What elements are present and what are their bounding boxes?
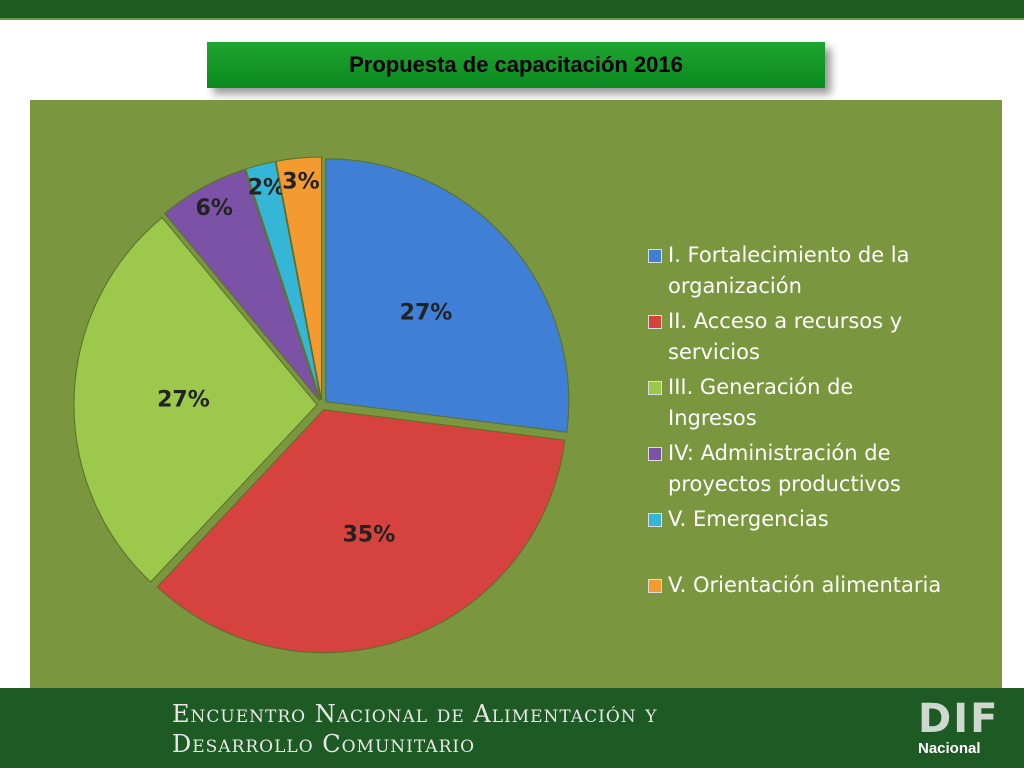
legend-item: V. Orientación alimentaria bbox=[648, 570, 948, 636]
legend-label: I. Fortalecimiento de la organización bbox=[668, 243, 910, 298]
legend-swatch bbox=[648, 447, 662, 461]
footer: Encuentro Nacional de Alimentación y Des… bbox=[0, 688, 1024, 768]
legend-swatch bbox=[648, 381, 662, 395]
footer-line: Desarrollo Comunitario bbox=[172, 730, 476, 758]
legend-item: I. Fortalecimiento de la organización bbox=[648, 240, 948, 306]
pie-slice bbox=[325, 158, 570, 433]
pie-slice bbox=[245, 160, 322, 401]
legend-label: V. Emergencias bbox=[668, 507, 829, 531]
legend-item: V. Emergencias bbox=[648, 504, 948, 570]
pie-slice bbox=[73, 216, 318, 583]
legend: I. Fortalecimiento de la organización II.… bbox=[648, 240, 948, 636]
chart-title: Propuesta de capacitación 2016 bbox=[207, 42, 825, 88]
data-label: 27% bbox=[157, 388, 210, 413]
legend-label: II. Acceso a recursos y servicios bbox=[668, 309, 903, 364]
logo: DIF bbox=[918, 696, 1000, 742]
top-bar bbox=[0, 0, 1024, 20]
legend-swatch bbox=[648, 249, 662, 263]
data-label: 2% bbox=[248, 175, 285, 200]
data-label: 3% bbox=[282, 169, 319, 194]
data-label: 35% bbox=[343, 522, 396, 547]
legend-label: III. Generación de Ingresos bbox=[668, 375, 854, 430]
data-label: 27% bbox=[400, 300, 453, 325]
legend-item: II. Acceso a recursos y servicios bbox=[648, 306, 948, 372]
legend-label: IV: Administración de proyectos producti… bbox=[668, 441, 901, 496]
footer-line: Encuentro Nacional de Alimentación y bbox=[172, 700, 658, 728]
pie-slice bbox=[156, 409, 566, 654]
legend-item: IV: Administración de proyectos producti… bbox=[648, 438, 948, 504]
legend-swatch bbox=[648, 579, 662, 593]
pie-slice bbox=[275, 156, 323, 401]
legend-item: III. Generación de Ingresos bbox=[648, 372, 948, 438]
legend-label: V. Orientación alimentaria bbox=[668, 573, 942, 597]
pie-slice bbox=[163, 168, 321, 401]
legend-swatch bbox=[648, 513, 662, 527]
data-label: 6% bbox=[196, 196, 233, 221]
logo-sub: Nacional bbox=[918, 740, 981, 757]
legend-swatch bbox=[648, 315, 662, 329]
